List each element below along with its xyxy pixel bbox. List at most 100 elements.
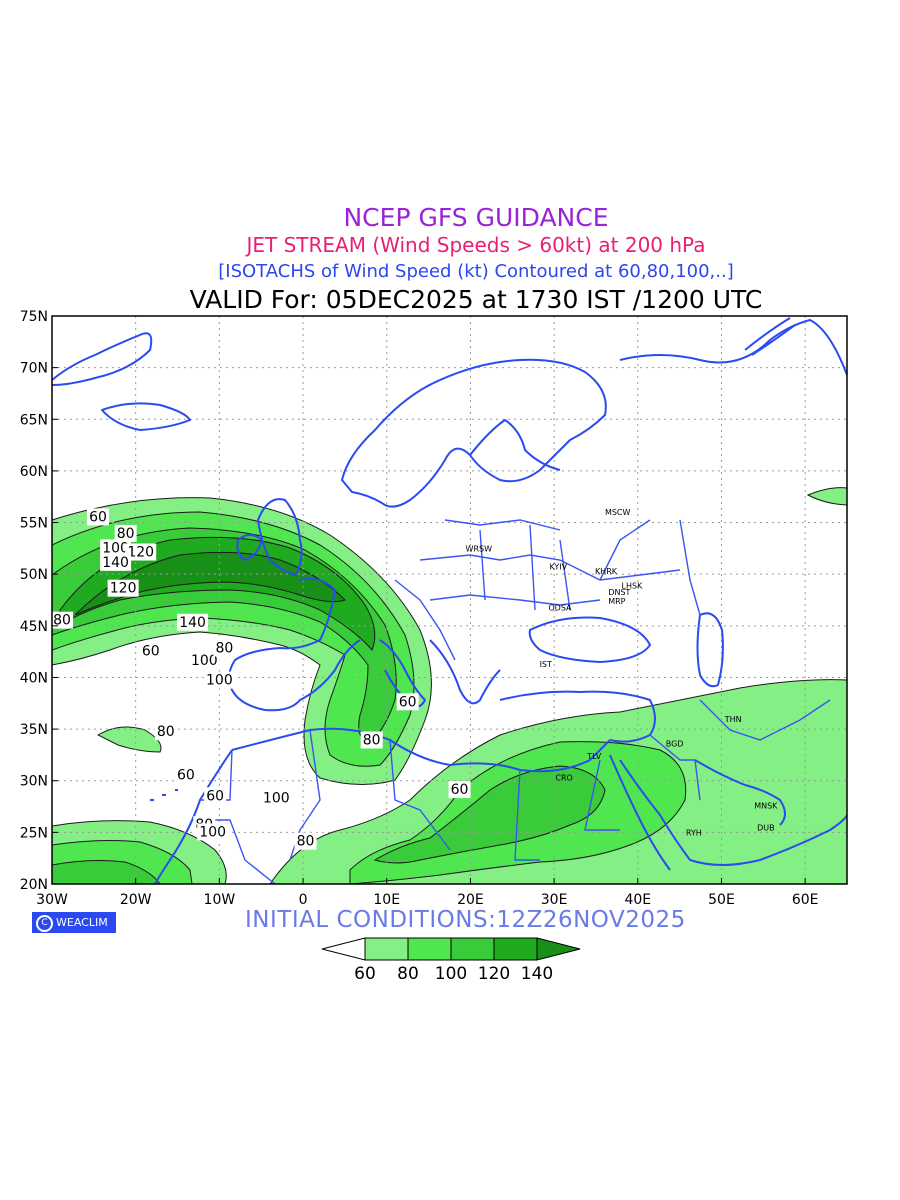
legend-label: 120 [478, 964, 510, 984]
lon-tick-label: 20E [457, 892, 484, 908]
lon-tick-label: 20W [120, 892, 152, 908]
contour-label-bg [125, 543, 157, 561]
contour-label-bg [154, 723, 177, 741]
contour-label-bg [100, 539, 132, 557]
contour-label-bg [203, 671, 235, 689]
contour-label: 80 [215, 641, 233, 657]
isotach-band-100-south [373, 765, 606, 864]
city-label: DUB [757, 823, 775, 832]
lon-tick-label: 30E [541, 892, 568, 908]
contour-label-bg [0, 603, 21, 620]
contour-label-bg [52, 611, 74, 629]
lon-tick-label: 10W [204, 892, 236, 908]
contour-label: 140 [0, 604, 19, 620]
contour-label: 80 [297, 834, 315, 850]
contour-label-bg [396, 693, 419, 711]
lat-tick-label: 60N [20, 464, 48, 480]
contour-label: 80 [28, 852, 46, 868]
legend-swatch-over [536, 937, 581, 961]
contour-label: 60 [89, 509, 107, 525]
legend-swatch [364, 937, 409, 961]
legend-swatch-under [321, 937, 366, 961]
city-label: MRP [608, 597, 625, 606]
contour-label-bg [114, 524, 137, 542]
contour-label: 60 [451, 782, 469, 798]
contour-label: 140 [102, 555, 129, 571]
contour-label-bg [260, 789, 292, 807]
weaclim-label: WEACLIM [56, 916, 108, 929]
legend-label: 140 [521, 964, 553, 984]
legend-swatch [450, 937, 495, 961]
lat-tick-label: 45N [20, 619, 48, 635]
legend-label: 100 [435, 964, 467, 984]
contour-label: 140 [179, 615, 206, 631]
contour-label-bg [177, 613, 209, 631]
city-label: MNSK [754, 802, 778, 811]
city-label: BGD [666, 740, 684, 749]
contour-label-bg [294, 832, 317, 850]
initial-conditions: INITIAL CONDITIONS:12Z26NOV2025 [245, 907, 686, 933]
axis-ticks: 30W 20W 10W 0 10E 20E 30E 40E 50E 60E 20N 25N 30N 35N… [20, 309, 819, 908]
lat-tick-label: 75N [20, 309, 48, 325]
city-label: KYIV [549, 563, 567, 572]
contour-label-bg [174, 766, 197, 784]
city-label: LHSK [622, 582, 644, 591]
contour-label: 80 [363, 732, 381, 748]
contour-label-bg [448, 781, 471, 799]
weaclim-logo-icon: C [36, 915, 53, 932]
contour-label: 80 [157, 724, 175, 740]
title-line-3: [ISOTACHS of Wind Speed (kt) Contoured a… [218, 261, 734, 282]
city-label: IST [540, 660, 552, 669]
city-label: KHRK [595, 567, 618, 576]
contour-label: 80 [117, 526, 135, 542]
city-label: ODSA [548, 603, 572, 612]
lat-tick-label: 65N [20, 412, 48, 428]
lon-tick-label: 60E [792, 892, 819, 908]
contour-label: 100 [191, 653, 218, 669]
contour-label: 60 [206, 788, 224, 804]
lat-tick-label: 55N [20, 516, 48, 532]
contour-label-bg [204, 787, 227, 805]
contour-label: 60 [177, 768, 195, 784]
contour-label-bg [26, 851, 48, 868]
lat-tick-label: 70N [20, 361, 48, 377]
contour-label-bg [24, 745, 46, 762]
legend-swatch [493, 937, 538, 961]
city-label: THN [724, 715, 742, 724]
lon-tick-label: 40E [624, 892, 651, 908]
city-label: CRO [555, 774, 572, 783]
map-area: 6080100120140140100806012014060100801008… [0, 316, 847, 884]
contour-label-bg [100, 553, 132, 571]
contour-label: 120 [110, 581, 137, 597]
legend-colorbar: 60 80 100 120 140 [321, 937, 581, 984]
contour-label-bg [213, 639, 236, 657]
lat-tick-label: 50N [20, 567, 48, 583]
city-label: TLV [586, 752, 601, 761]
contour-label-bg [87, 508, 110, 526]
contour-label-bg [107, 579, 139, 597]
contour-label: 100 [199, 824, 226, 840]
contour-label-bg [0, 664, 3, 681]
contour-label: 100 [206, 673, 233, 689]
city-label: WRSW [466, 544, 493, 553]
isotach-band-140 [74, 551, 346, 616]
legend-label: 80 [397, 964, 419, 984]
map-frame [51, 315, 848, 885]
contour-label-bg [139, 642, 162, 660]
lon-tick-label: 30W [36, 892, 68, 908]
lon-tick-label: 50E [708, 892, 735, 908]
lat-tick-label: 20N [20, 877, 48, 893]
city-label: RYH [686, 828, 702, 837]
contour-label: 60 [0, 665, 1, 681]
contour-label: 100 [263, 790, 290, 806]
isotach-band-60-ne [806, 487, 847, 506]
title-line-2: JET STREAM (Wind Speeds > 60kt) at 200 h… [246, 233, 706, 257]
contour-label-bg [197, 823, 229, 841]
legend-label: 60 [354, 964, 376, 984]
legend-swatch [407, 937, 452, 961]
weaclim-badge: C WEACLIM [32, 912, 116, 933]
contour-label: 80 [53, 613, 71, 629]
contour-labels: 6080100120140140100806012014060100801008… [0, 508, 471, 868]
